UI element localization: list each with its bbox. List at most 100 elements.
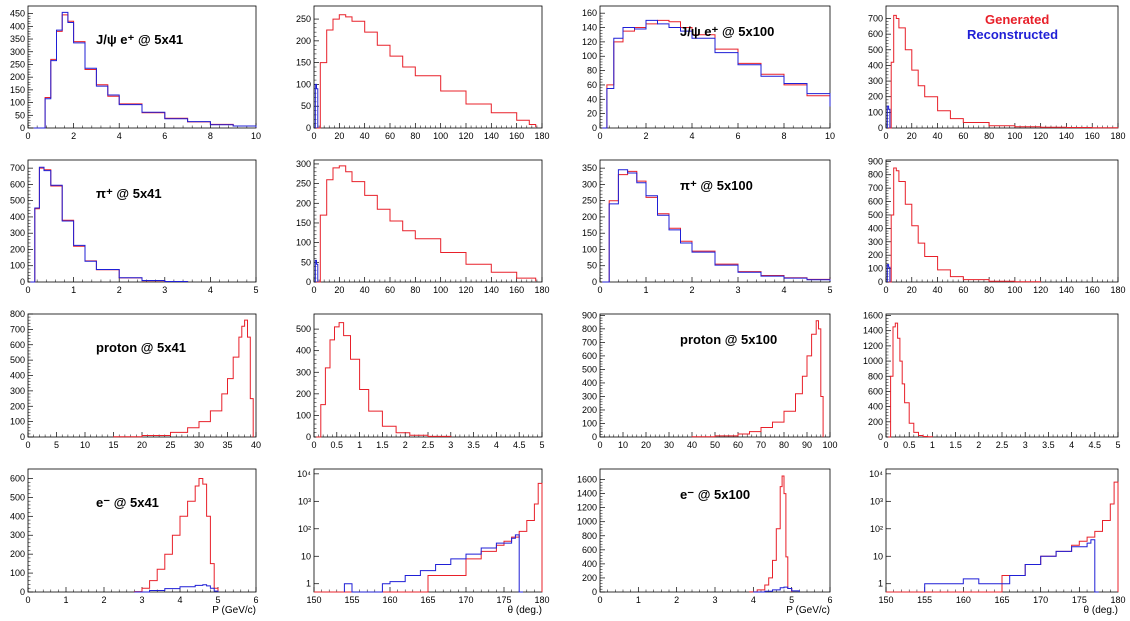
panel-title: proton @ 5x100 bbox=[680, 332, 777, 347]
y-tick-label: 10³ bbox=[870, 496, 883, 506]
x-tick-label: 3 bbox=[162, 285, 167, 295]
y-tick-label: 0 bbox=[592, 587, 597, 597]
panel-r2c2: 0 20 40 60 80 100 120 140 160 180 0 50 100 150 200 250 3… bbox=[296, 159, 550, 295]
y-tick-label: 150 bbox=[296, 218, 311, 228]
x-axis-label: P (GeV/c) bbox=[786, 605, 830, 616]
legend-generated: Generated bbox=[985, 12, 1050, 27]
y-tick-label: 200 bbox=[582, 212, 597, 222]
panel-r2c1: 0 1 2 3 4 5 0 100 200 300 400 500 600 700 π⁺ @ 5x41 bbox=[10, 159, 259, 295]
x-tick-label: 20 bbox=[334, 285, 344, 295]
x-tick-label: 160 bbox=[382, 595, 397, 605]
x-tick-label: 40 bbox=[933, 285, 943, 295]
series-reconstructed bbox=[33, 11, 257, 129]
x-tick-label: 60 bbox=[385, 131, 395, 141]
y-tick-label: 1600 bbox=[863, 311, 883, 321]
y-tick-label: 100 bbox=[10, 417, 25, 427]
y-tick-label: 700 bbox=[10, 324, 25, 334]
y-tick-label: 100 bbox=[868, 107, 883, 117]
y-tick-label: 200 bbox=[868, 417, 883, 427]
x-tick-label: 60 bbox=[958, 131, 968, 141]
x-tick-label: 0 bbox=[311, 131, 316, 141]
x-tick-label: 2 bbox=[101, 595, 106, 605]
y-tick-label: 450 bbox=[10, 9, 25, 19]
y-tick-label: 1 bbox=[306, 579, 311, 589]
panel-r1c4: 0 20 40 60 80 100 120 140 160 180 0 100 200 300 400 500… bbox=[868, 5, 1126, 141]
y-tick-label: 400 bbox=[868, 60, 883, 70]
y-tick-label: 200 bbox=[582, 405, 597, 415]
series-reconstructed bbox=[924, 539, 1099, 593]
series-generated bbox=[602, 19, 831, 129]
series-generated bbox=[886, 481, 1119, 593]
x-tick-label: 160 bbox=[509, 285, 524, 295]
y-tick-label: 700 bbox=[10, 163, 25, 173]
x-tick-label: 1.5 bbox=[949, 440, 962, 450]
y-tick-label: 100 bbox=[10, 98, 25, 108]
x-tick-label: 140 bbox=[484, 131, 499, 141]
y-tick-label: 1600 bbox=[577, 475, 597, 485]
x-tick-label: 4 bbox=[177, 595, 182, 605]
y-tick-label: 100 bbox=[582, 244, 597, 254]
series-generated bbox=[316, 322, 452, 438]
y-tick-label: 1400 bbox=[863, 326, 883, 336]
x-tick-label: 155 bbox=[917, 595, 932, 605]
x-tick-label: 5 bbox=[253, 285, 258, 295]
x-tick-label: 80 bbox=[410, 131, 420, 141]
x-tick-label: 4.5 bbox=[1089, 440, 1102, 450]
y-tick-label: 200 bbox=[296, 389, 311, 399]
panel-r4c3: 0 1 2 3 4 5 6 0 200 400 600 800 1000 1200 1400 1600 e⁻ @… bbox=[577, 468, 833, 616]
x-tick-label: 120 bbox=[458, 285, 473, 295]
panel-r4c4: 150 155 160 165 170 175 180 1 10 10² 10³ 10⁴ θ (deg.… bbox=[869, 468, 1126, 616]
x-tick-label: 160 bbox=[1085, 285, 1100, 295]
y-tick-label: 400 bbox=[582, 378, 597, 388]
x-tick-label: 155 bbox=[344, 595, 359, 605]
x-tick-label: 60 bbox=[385, 285, 395, 295]
series-generated bbox=[888, 14, 1119, 129]
x-tick-label: 4 bbox=[751, 595, 756, 605]
series-generated bbox=[888, 322, 933, 438]
x-tick-label: 100 bbox=[433, 131, 448, 141]
x-tick-label: 20 bbox=[641, 440, 651, 450]
x-tick-label: 0 bbox=[883, 440, 888, 450]
y-tick-label: 80 bbox=[587, 66, 597, 76]
y-tick-label: 800 bbox=[582, 324, 597, 334]
x-tick-label: 40 bbox=[251, 440, 261, 450]
y-tick-label: 100 bbox=[10, 568, 25, 578]
x-tick-label: 3 bbox=[139, 595, 144, 605]
x-tick-label: 0 bbox=[597, 440, 602, 450]
panel-r2c4: 0 20 40 60 80 100 120 140 160 180 0 100 200 300 400 500… bbox=[868, 156, 1126, 295]
y-tick-label: 200 bbox=[10, 72, 25, 82]
y-tick-label: 300 bbox=[10, 47, 25, 57]
x-tick-label: 8 bbox=[781, 131, 786, 141]
series-generated bbox=[113, 319, 254, 438]
x-tick-label: 5 bbox=[215, 595, 220, 605]
plot-frame bbox=[27, 313, 257, 438]
plot-frame bbox=[599, 5, 831, 129]
y-tick-label: 150 bbox=[10, 85, 25, 95]
y-tick-label: 100 bbox=[582, 51, 597, 61]
y-tick-label: 500 bbox=[296, 324, 311, 334]
x-tick-label: 6 bbox=[162, 131, 167, 141]
x-tick-label: 140 bbox=[1059, 131, 1074, 141]
y-tick-label: 400 bbox=[10, 212, 25, 222]
series-generated bbox=[314, 482, 543, 593]
y-tick-label: 300 bbox=[868, 76, 883, 86]
y-tick-label: 600 bbox=[868, 29, 883, 39]
y-tick-label: 0 bbox=[306, 277, 311, 287]
y-tick-label: 60 bbox=[587, 80, 597, 90]
x-tick-label: 0 bbox=[311, 285, 316, 295]
y-tick-label: 10 bbox=[873, 551, 883, 561]
series-reconstructed bbox=[886, 105, 891, 128]
panel-r3c3: 0 10 20 30 40 50 60 70 80 90 100 0 100 200 300 400 500 60… bbox=[582, 310, 838, 450]
x-tick-label: 0 bbox=[311, 440, 316, 450]
y-tick-label: 900 bbox=[868, 156, 883, 166]
y-tick-label: 140 bbox=[582, 23, 597, 33]
x-tick-label: 4 bbox=[494, 440, 499, 450]
panel-title: J/ψ e⁺ @ 5x41 bbox=[96, 32, 183, 47]
x-tick-label: 180 bbox=[1110, 285, 1125, 295]
x-tick-label: 3.5 bbox=[1042, 440, 1055, 450]
y-tick-label: 100 bbox=[296, 410, 311, 420]
panel-title: e⁻ @ 5x41 bbox=[96, 495, 159, 510]
panel-r1c2: 0 20 40 60 80 100 120 140 160 180 0 50 100 150 200 250 bbox=[296, 5, 550, 141]
y-tick-label: 0 bbox=[20, 587, 25, 597]
series-generated bbox=[749, 475, 793, 593]
